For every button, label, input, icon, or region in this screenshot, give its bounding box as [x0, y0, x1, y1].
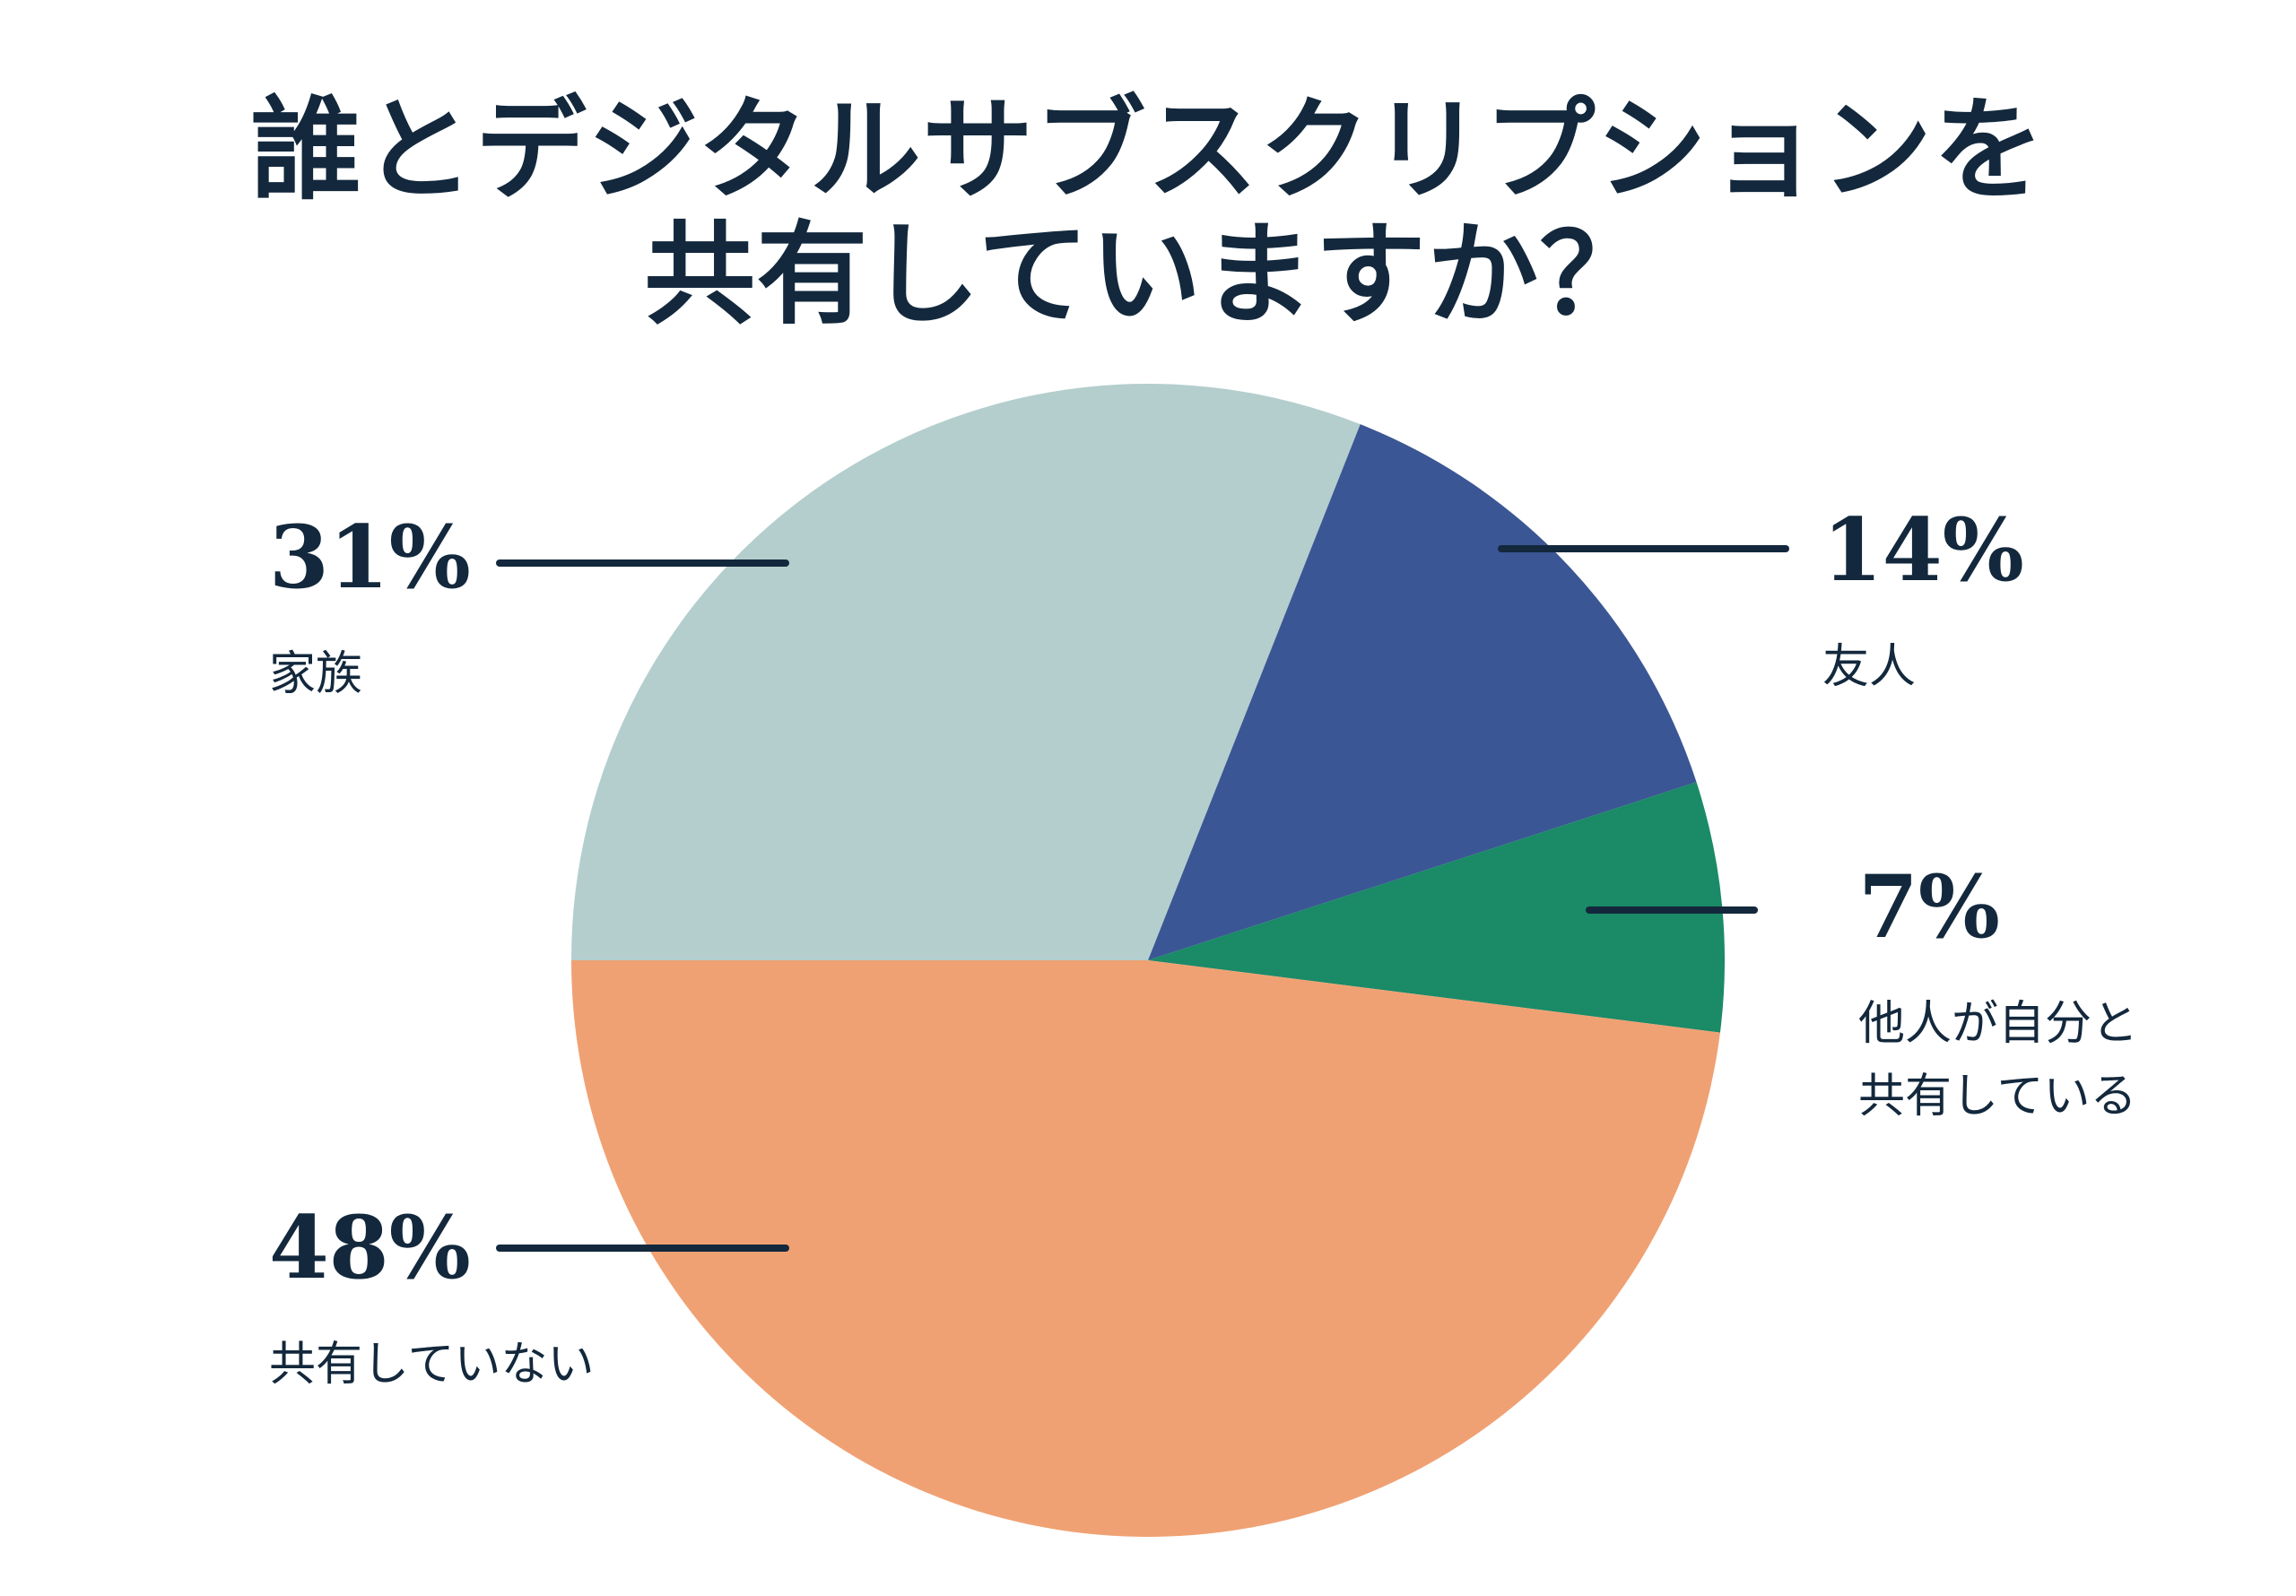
callout-not-sharing-label: 共有していない: [269, 1339, 595, 1391]
callout-others-share: 7% 他人が自分と 共有している: [1858, 864, 2138, 1132]
callout-not-sharing-percent: 48%: [269, 1197, 471, 1298]
chart-title-line-2: 共有していますか？: [644, 213, 1652, 337]
chart-title-line-1: 誰とデジタルサブスクリプションを: [250, 89, 2046, 213]
pie-slice-1-14%: [1148, 424, 1697, 960]
callout-family-label: 家族: [269, 648, 363, 700]
pie-slice-0-31%: [571, 384, 1361, 960]
leader-line-friends: [1498, 545, 1789, 552]
pie-chart: [571, 384, 1725, 1537]
leader-line-others-share: [1586, 906, 1758, 914]
callout-friends-label: 友人: [1822, 641, 1917, 693]
callout-family-percent: 31%: [269, 507, 471, 608]
callout-friends-percent: 14%: [1822, 499, 2024, 601]
callout-not-sharing: 48% 共有していない: [269, 1205, 594, 1401]
callout-others-share-label: 他人が自分と 共有している: [1858, 998, 2139, 1123]
leader-line-not-sharing: [496, 1245, 789, 1252]
pie-slice-2-7%: [1148, 782, 1725, 1033]
leader-line-family: [496, 559, 789, 567]
callout-family: 31% 家族: [269, 515, 471, 711]
callout-friends: 14% 友人: [1822, 507, 2024, 704]
pie-slice-3-48%: [571, 960, 1720, 1537]
callout-others-share-percent: 7%: [1858, 856, 2001, 958]
chart-title: 誰とデジタルサブスクリプションを 共有していますか？: [0, 89, 2296, 338]
